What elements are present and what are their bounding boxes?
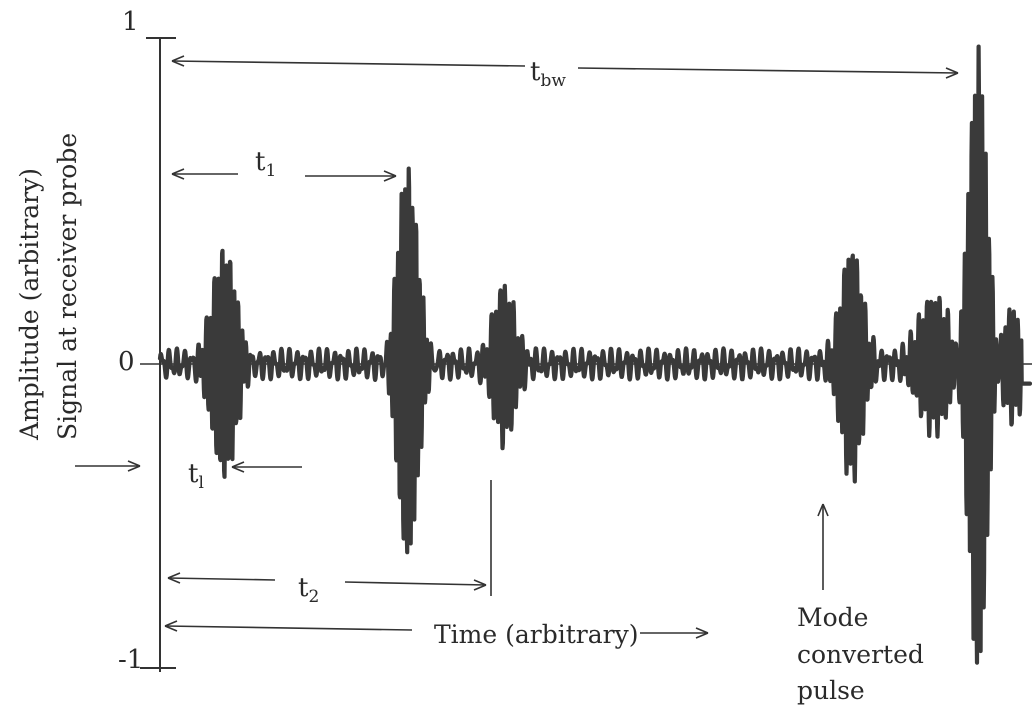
svg-text:t1: t1 xyxy=(255,147,276,181)
x-axis-label: Time (arbitrary) xyxy=(434,620,638,649)
time-annotation: Time (arbitrary) xyxy=(164,620,709,649)
t1-label: t xyxy=(255,147,266,177)
t2-label: t xyxy=(298,573,309,603)
tbw-sub: bw xyxy=(540,71,566,91)
y-tick-label-1: 1 xyxy=(122,7,139,37)
y-tick-label-0: 0 xyxy=(118,347,135,377)
mode-label-2: converted xyxy=(797,640,924,669)
signal-trace xyxy=(157,44,1032,665)
tl-annotation: tl xyxy=(75,459,302,493)
t1-annotation: t1 xyxy=(171,147,397,182)
t2-annotation: t2 xyxy=(167,480,492,607)
y-axis-label-line2: Signal at receiver probe xyxy=(53,133,82,440)
mode-label-1: Mode xyxy=(797,603,868,632)
y-axis-label-line1: Amplitude (arbitrary) xyxy=(15,168,44,441)
mode-converted-annotation: Mode converted pulse xyxy=(797,503,924,705)
svg-text:tl: tl xyxy=(188,459,204,493)
t2-sub: 2 xyxy=(308,587,319,607)
tl-sub: l xyxy=(198,473,203,493)
svg-text:tbw: tbw xyxy=(530,57,566,91)
svg-text:t2: t2 xyxy=(298,573,319,607)
tbw-label: t xyxy=(530,57,541,87)
t1-sub: 1 xyxy=(265,161,276,181)
tbw-annotation: tbw xyxy=(171,55,959,91)
mode-label-3: pulse xyxy=(797,676,865,705)
tl-label: t xyxy=(188,459,199,489)
y-tick-label-neg1: -1 xyxy=(118,645,143,675)
